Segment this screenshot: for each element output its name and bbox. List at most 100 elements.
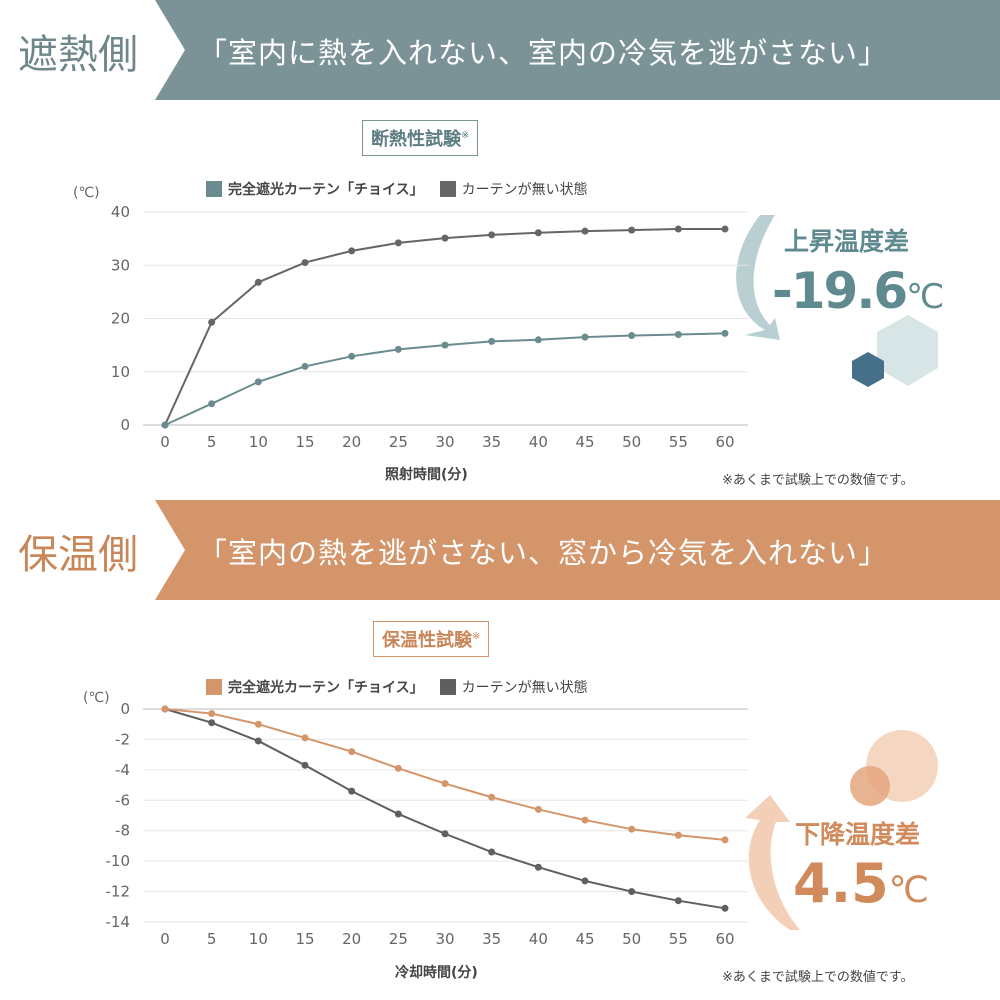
data-point bbox=[254, 278, 262, 286]
data-point bbox=[628, 332, 636, 340]
x-tick-label: 60 bbox=[715, 930, 734, 948]
series-line bbox=[164, 708, 726, 910]
x-tick-label: 50 bbox=[622, 433, 641, 451]
bottom-callout-unit: ℃ bbox=[888, 870, 930, 911]
data-point bbox=[208, 318, 216, 326]
data-point bbox=[348, 787, 356, 795]
bottom-test-title: 保温性試験※ bbox=[373, 621, 490, 657]
data-point bbox=[581, 227, 589, 235]
top-legend: 完全遮光カーテン「チョイス」 カーテンが無い状態 bbox=[206, 179, 588, 199]
x-tick-label: 60 bbox=[715, 433, 734, 451]
data-point bbox=[674, 897, 682, 905]
series-line bbox=[164, 228, 725, 426]
data-point bbox=[721, 904, 729, 912]
data-point bbox=[208, 710, 216, 718]
data-point bbox=[628, 226, 636, 234]
legend-label-none: カーテンが無い状態 bbox=[461, 182, 588, 198]
data-point bbox=[721, 329, 729, 337]
data-point bbox=[488, 231, 496, 239]
data-point bbox=[674, 330, 682, 338]
x-tick-label: 50 bbox=[622, 930, 641, 948]
bottom-y-unit: (℃) bbox=[83, 690, 110, 706]
top-y-unit: (℃) bbox=[73, 185, 100, 201]
bottom-tag-label: 保温側 bbox=[18, 532, 138, 578]
bottom-test-title-text: 保温性試験 bbox=[382, 630, 472, 651]
data-point bbox=[301, 761, 309, 769]
top-test-title-text: 断熱性試験 bbox=[371, 129, 461, 150]
bottom-callout-label: 下降温度差 bbox=[795, 820, 921, 849]
data-point bbox=[488, 793, 496, 801]
data-point bbox=[721, 836, 729, 844]
legend-label-choice: 完全遮光カーテン「チョイス」 bbox=[228, 680, 424, 696]
data-point bbox=[348, 352, 356, 360]
top-callout-unit: ℃ bbox=[906, 277, 944, 317]
data-point bbox=[301, 734, 309, 742]
legend-swatch-none bbox=[439, 679, 456, 695]
down-arrow-icon bbox=[736, 215, 780, 340]
data-point bbox=[628, 825, 636, 833]
data-point bbox=[441, 780, 449, 788]
legend-swatch-none bbox=[439, 181, 456, 197]
y-tick-label: -10 bbox=[106, 852, 131, 870]
top-callout-value: -19.6℃ bbox=[772, 262, 944, 320]
top-x-label: 照射時間(分) bbox=[385, 467, 468, 483]
series-line bbox=[164, 708, 726, 841]
x-tick-label: 55 bbox=[669, 930, 688, 948]
data-point bbox=[394, 810, 402, 818]
y-tick-label: -12 bbox=[106, 883, 131, 901]
data-point bbox=[348, 247, 356, 255]
data-point bbox=[208, 400, 216, 408]
hexagon-small-icon bbox=[852, 352, 884, 387]
x-tick-label: 40 bbox=[529, 930, 548, 948]
data-point bbox=[441, 234, 449, 242]
x-tick-label: 5 bbox=[207, 433, 217, 451]
y-tick-label: -8 bbox=[115, 822, 130, 840]
x-tick-label: 15 bbox=[295, 433, 314, 451]
y-tick-label: 40 bbox=[111, 203, 130, 221]
data-point bbox=[721, 225, 729, 233]
bottom-callout-number: 4.5 bbox=[793, 852, 889, 915]
data-point bbox=[254, 720, 262, 728]
data-point bbox=[301, 259, 309, 267]
bottom-callout-value: 4.5℃ bbox=[793, 852, 929, 915]
x-tick-label: 5 bbox=[207, 930, 217, 948]
x-tick-label: 0 bbox=[160, 930, 170, 948]
data-point bbox=[394, 239, 402, 247]
data-point bbox=[441, 341, 449, 349]
data-point bbox=[441, 830, 449, 838]
data-point bbox=[254, 737, 262, 745]
data-point bbox=[674, 831, 682, 839]
top-test-title: 断熱性試験※ bbox=[362, 120, 479, 156]
x-tick-label: 45 bbox=[575, 930, 594, 948]
x-tick-label: 55 bbox=[669, 433, 688, 451]
y-tick-label: -6 bbox=[115, 791, 130, 809]
top-tag-label: 遮熱側 bbox=[18, 32, 138, 78]
x-tick-label: 0 bbox=[160, 433, 170, 451]
top-banner: 遮熱側 「室内に熱を入れない、室内の冷気を逃がさない」 bbox=[0, 0, 1000, 100]
bottom-test-mark: ※ bbox=[472, 631, 481, 642]
x-tick-label: 10 bbox=[249, 433, 268, 451]
legend-label-none: カーテンが無い状態 bbox=[461, 680, 588, 696]
x-tick-label: 15 bbox=[295, 930, 314, 948]
y-tick-label: -14 bbox=[106, 913, 131, 931]
top-note: ※あくまで試験上での数値です。 bbox=[722, 473, 914, 488]
y-tick-label: -2 bbox=[115, 730, 130, 748]
data-point bbox=[628, 888, 636, 896]
bottom-legend: 完全遮光カーテン「チョイス」 カーテンが無い状態 bbox=[206, 677, 588, 697]
x-tick-label: 10 bbox=[249, 930, 268, 948]
data-point bbox=[394, 345, 402, 353]
x-tick-label: 25 bbox=[389, 433, 408, 451]
data-point bbox=[534, 863, 542, 871]
up-arrow-icon bbox=[745, 795, 800, 930]
x-tick-label: 20 bbox=[342, 930, 361, 948]
data-point bbox=[534, 336, 542, 344]
bottom-banner: 保温側 「室内の熱を逃がさない、窓から冷気を入れない」 bbox=[0, 500, 1000, 600]
data-point bbox=[581, 816, 589, 824]
data-point bbox=[161, 421, 169, 429]
top-tag: 遮熱側 bbox=[0, 0, 185, 100]
x-tick-label: 40 bbox=[529, 433, 548, 451]
x-tick-label: 45 bbox=[575, 433, 594, 451]
data-point bbox=[534, 229, 542, 237]
x-tick-label: 35 bbox=[482, 930, 501, 948]
legend-swatch-choice bbox=[206, 679, 222, 695]
